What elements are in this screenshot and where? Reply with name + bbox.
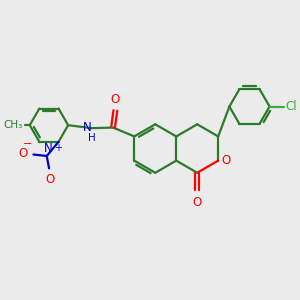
Text: N: N bbox=[44, 142, 52, 155]
Text: −: − bbox=[22, 139, 32, 149]
Text: H: H bbox=[88, 134, 96, 143]
Text: N: N bbox=[82, 121, 91, 134]
Text: CH₃: CH₃ bbox=[3, 120, 22, 130]
Text: O: O bbox=[111, 93, 120, 106]
Text: O: O bbox=[19, 147, 28, 161]
Text: O: O bbox=[45, 173, 54, 186]
Text: Cl: Cl bbox=[286, 100, 297, 113]
Text: O: O bbox=[222, 154, 231, 167]
Text: O: O bbox=[193, 196, 202, 209]
Text: +: + bbox=[54, 143, 62, 153]
